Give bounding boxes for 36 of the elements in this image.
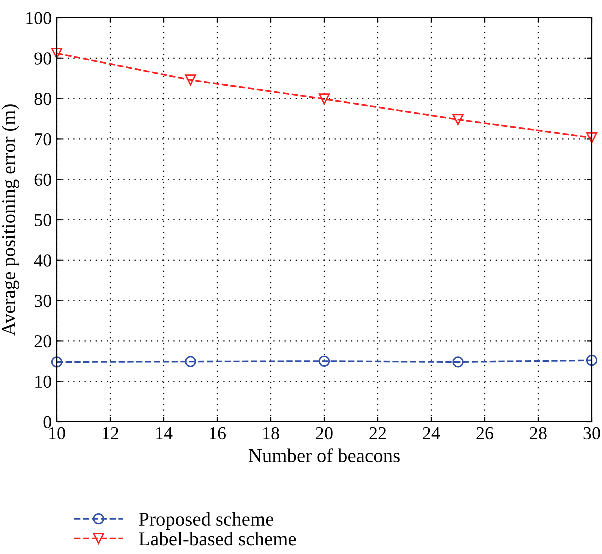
y-tick-label: 70	[35, 133, 52, 146]
point	[51, 356, 63, 368]
point	[318, 356, 330, 367]
x-tick-label: 12	[103, 427, 119, 440]
x-tick-label: 18	[264, 427, 280, 440]
legend-label: Label-based scheme	[139, 532, 296, 546]
y-tick-label: 40	[34, 254, 52, 267]
x-tick-label: 16	[210, 427, 226, 440]
point	[586, 355, 598, 366]
x-tick-label: 24	[423, 427, 440, 440]
x-axis-title: Number of beacons	[248, 448, 400, 462]
point	[452, 356, 464, 368]
y-axis-title: Average positioning error (m)	[2, 104, 20, 336]
x-tick-label: 26	[476, 427, 494, 440]
y-tick-label: 80	[34, 93, 52, 106]
x-tick-label: 28	[530, 427, 547, 440]
point	[185, 356, 196, 368]
x-tick-label: 22	[370, 427, 386, 440]
y-tick-label: 100	[26, 12, 52, 24]
y-tick-label: 0	[44, 416, 52, 428]
x-tick-label: 14	[156, 427, 173, 440]
point	[452, 114, 464, 126]
y-tick-label: 90	[34, 52, 52, 65]
y-tick-label: 50	[35, 214, 52, 226]
point	[51, 48, 63, 60]
point	[185, 74, 196, 86]
y-tick-label: 20	[34, 335, 52, 348]
y-tick-label: 60	[34, 174, 52, 186]
x-tick-label: 20	[316, 427, 333, 440]
x-tick-label: 10	[50, 427, 66, 440]
y-tick-label: 10	[36, 376, 52, 388]
y-tick-label: 30	[34, 295, 52, 308]
point	[318, 94, 330, 105]
x-tick-label: 30	[584, 427, 600, 440]
legend-label: Proposed scheme	[139, 512, 274, 530]
point	[586, 132, 598, 144]
